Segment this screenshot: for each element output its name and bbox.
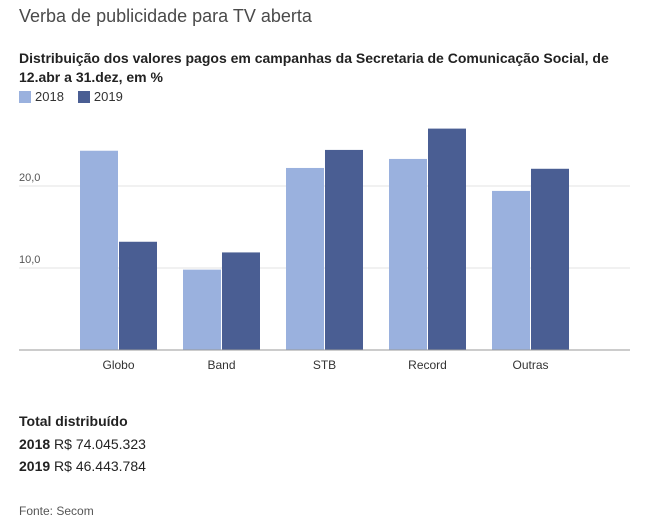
chart-subtitle: Distribuição dos valores pagos em campan… [19,50,609,85]
x-tick-label: Globo [102,358,134,372]
legend-label-2018: 2018 [35,89,64,104]
bar-2018-stb [286,167,324,350]
bar-2019-record [428,128,466,350]
legend-item-2018: 2018 [19,89,64,104]
bar-chart: 10,0 20,0 Globo Band STB Record Outras [19,128,630,372]
bar-2019-outras [531,168,569,350]
totals-section: Total distribuído 2018 R$ 74.045.323 201… [19,413,146,480]
x-tick-label: Outras [512,358,548,372]
source-note: Fonte: Secom [19,504,94,518]
bar-2019-stb [325,149,363,350]
totals-value: R$ 46.443.784 [54,458,146,474]
bar-2019-globo [119,241,157,350]
bar-2018-record [389,158,427,350]
totals-value: R$ 74.045.323 [54,436,146,452]
chart-title: Verba de publicidade para TV aberta [19,6,312,26]
totals-year: 2018 [19,436,51,452]
x-tick-label: STB [313,358,336,372]
legend-label-2019: 2019 [93,89,123,104]
legend-swatch-2018 [19,90,31,103]
legend-swatch-2019 [77,90,90,103]
bar-2018-globo [80,150,118,350]
x-tick-label: Record [408,358,447,372]
totals-row-2018: 2018 R$ 74.045.323 [19,436,146,452]
y-tick-label: 10,0 [19,254,40,266]
totals-year: 2019 [19,458,51,474]
totals-row-2019: 2019 R$ 46.443.784 [19,458,146,474]
bar-2018-band [183,269,221,350]
x-tick-label: Band [207,358,235,372]
bar-2018-outras [492,190,530,350]
bar-2019-band [222,252,260,350]
totals-title: Total distribuído [19,413,128,429]
y-tick-label: 20,0 [19,172,40,184]
legend-item-2019: 2019 [77,89,123,104]
legend: 2018 2019 [19,89,137,104]
